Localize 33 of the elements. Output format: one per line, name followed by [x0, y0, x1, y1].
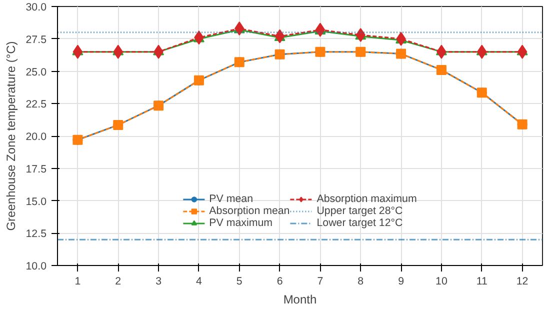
- legend-label: Lower target 12°C: [316, 217, 403, 229]
- point: [72, 44, 83, 59]
- y-tick-label: 12.5: [26, 228, 47, 240]
- x-tick-label: 5: [236, 276, 242, 288]
- y-tick-label: 17.5: [26, 163, 47, 176]
- legend-label: Upper target 28°C: [316, 205, 403, 217]
- y-axis-title: Greenhouse Zone temperature (°C): [4, 41, 18, 231]
- x-tick-label: 7: [317, 276, 324, 288]
- y-tick-label: 22.5: [26, 98, 47, 111]
- y-tick-label: 10.0: [26, 260, 47, 272]
- y-tick-label: 20.0: [26, 131, 47, 143]
- legend-label: PV mean: [209, 193, 254, 205]
- point: [315, 22, 326, 37]
- y-tick-label: 15.0: [26, 196, 47, 208]
- x-tick-label: 1: [74, 276, 81, 288]
- x-tick-label: 9: [398, 276, 404, 288]
- x-tick-label: 12: [516, 276, 528, 288]
- x-tick-label: 6: [276, 276, 283, 288]
- y-tick-label: 27.5: [26, 34, 47, 46]
- y-tick-label: 30.0: [26, 2, 47, 14]
- x-tick-label: 3: [156, 276, 162, 288]
- x-tick-label: 4: [196, 276, 202, 288]
- x-tick-label: 11: [476, 276, 488, 288]
- x-tick-label: 8: [358, 276, 364, 288]
- x-axis-title: Month: [283, 292, 317, 306]
- point: [274, 29, 285, 44]
- x-tick-label: 10: [436, 276, 448, 288]
- y-tick-label: 25.0: [26, 66, 47, 78]
- x-tick-label: 2: [115, 276, 122, 288]
- legend-label: Absorption mean: [209, 205, 290, 217]
- legend-label: Absorption maximum: [316, 193, 417, 205]
- legend-label: PV maximum: [209, 217, 273, 229]
- point: [517, 44, 528, 59]
